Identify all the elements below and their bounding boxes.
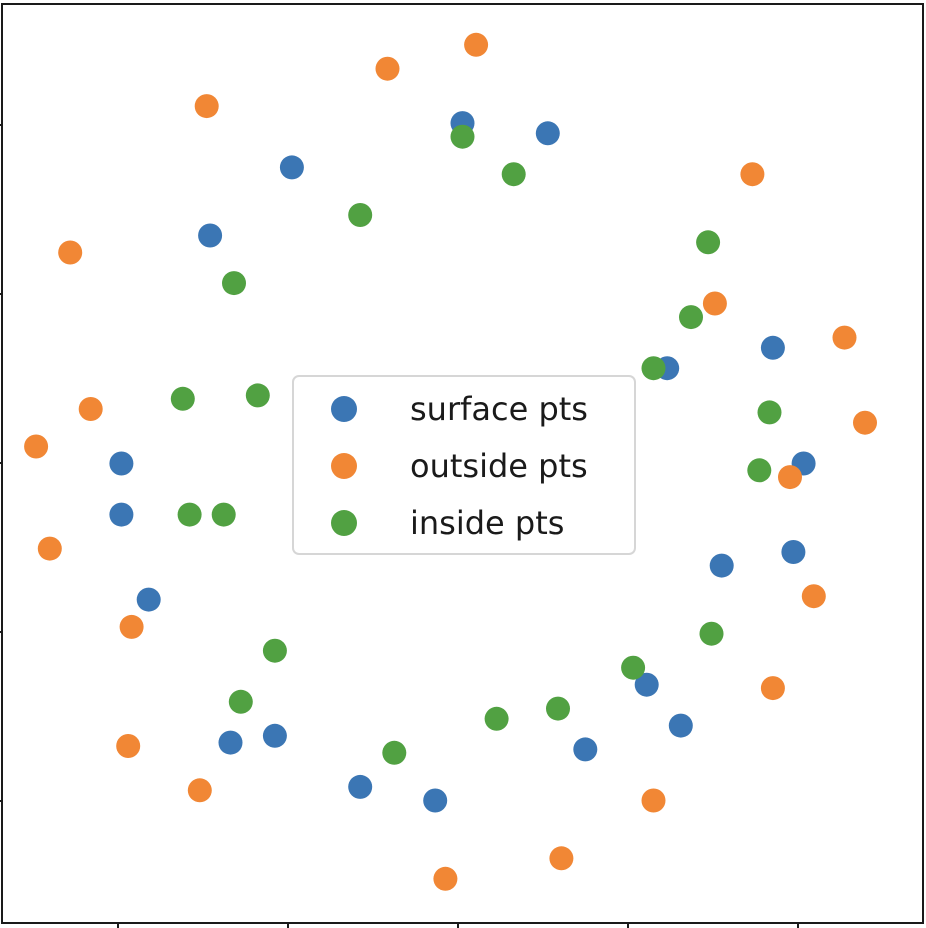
point-surface-pts-1 bbox=[535, 121, 560, 146]
point-surface-pts-8 bbox=[423, 788, 448, 813]
point-inside-pts-10 bbox=[262, 638, 287, 663]
point-outside-pts-10 bbox=[760, 676, 785, 701]
point-outside-pts-1 bbox=[375, 56, 400, 81]
legend-entry: inside pts bbox=[331, 504, 564, 542]
legend-label: inside pts bbox=[410, 504, 564, 542]
legend-entry: surface pts bbox=[331, 390, 588, 428]
point-inside-pts-0 bbox=[450, 124, 475, 149]
legend-label: outside pts bbox=[410, 447, 588, 485]
point-surface-pts-18 bbox=[262, 723, 287, 748]
point-inside-pts-15 bbox=[696, 230, 721, 255]
point-outside-pts-4 bbox=[37, 536, 62, 561]
point-surface-pts-10 bbox=[136, 587, 161, 612]
point-outside-pts-14 bbox=[78, 397, 103, 421]
x-axis-ticks bbox=[117, 923, 799, 928]
point-outside-pts-11 bbox=[119, 614, 144, 639]
point-surface-pts-9 bbox=[348, 774, 373, 799]
point-inside-pts-7 bbox=[699, 621, 724, 646]
point-inside-pts-4 bbox=[177, 502, 202, 527]
point-inside-pts-14 bbox=[211, 502, 236, 527]
point-outside-pts-12 bbox=[702, 291, 727, 316]
point-outside-pts-16 bbox=[116, 734, 141, 758]
point-surface-pts-4 bbox=[109, 451, 134, 476]
point-surface-pts-6 bbox=[781, 540, 806, 564]
point-surface-pts-12 bbox=[573, 737, 598, 762]
point-outside-pts-18 bbox=[24, 434, 49, 459]
legend-marker bbox=[331, 510, 357, 536]
point-surface-pts-11 bbox=[218, 730, 243, 755]
legend-label: surface pts bbox=[410, 390, 588, 428]
point-inside-pts-1 bbox=[348, 203, 373, 227]
point-outside-pts-6 bbox=[801, 584, 826, 609]
point-outside-pts-5 bbox=[832, 325, 857, 350]
point-inside-pts-16 bbox=[228, 689, 253, 714]
point-inside-pts-13 bbox=[641, 356, 666, 381]
point-inside-pts-19 bbox=[757, 400, 782, 425]
point-inside-pts-11 bbox=[484, 706, 509, 731]
point-outside-pts-15 bbox=[853, 410, 877, 435]
point-inside-pts-8 bbox=[546, 696, 570, 721]
point-surface-pts-17 bbox=[709, 553, 734, 578]
point-inside-pts-12 bbox=[245, 383, 270, 408]
point-outside-pts-17 bbox=[187, 778, 212, 803]
point-surface-pts-3 bbox=[198, 223, 223, 248]
point-outside-pts-13 bbox=[778, 465, 802, 490]
point-inside-pts-5 bbox=[679, 305, 703, 330]
point-outside-pts-7 bbox=[641, 788, 666, 813]
legend: surface pts outside pts inside pts bbox=[292, 375, 636, 555]
point-outside-pts-9 bbox=[549, 846, 574, 871]
legend-entry: outside pts bbox=[331, 447, 588, 485]
point-inside-pts-3 bbox=[170, 386, 195, 411]
point-outside-pts-2 bbox=[194, 94, 219, 119]
point-inside-pts-18 bbox=[621, 655, 646, 680]
point-surface-pts-2 bbox=[279, 155, 304, 180]
point-inside-pts-9 bbox=[382, 740, 407, 765]
point-surface-pts-16 bbox=[109, 502, 134, 527]
legend-marker bbox=[331, 396, 357, 422]
point-inside-pts-2 bbox=[222, 271, 246, 296]
legend-marker bbox=[331, 453, 357, 479]
point-outside-pts-0 bbox=[464, 32, 489, 57]
point-surface-pts-13 bbox=[634, 672, 659, 697]
point-outside-pts-3 bbox=[58, 240, 83, 265]
point-surface-pts-5 bbox=[760, 335, 785, 360]
point-surface-pts-7 bbox=[668, 713, 693, 738]
y-axis-ticks bbox=[0, 124, 2, 802]
point-outside-pts-8 bbox=[433, 866, 458, 891]
point-outside-pts-19 bbox=[740, 162, 765, 187]
point-inside-pts-17 bbox=[501, 162, 526, 187]
scatter-points bbox=[24, 32, 877, 891]
point-inside-pts-6 bbox=[747, 458, 772, 483]
legend-frame bbox=[292, 375, 636, 555]
